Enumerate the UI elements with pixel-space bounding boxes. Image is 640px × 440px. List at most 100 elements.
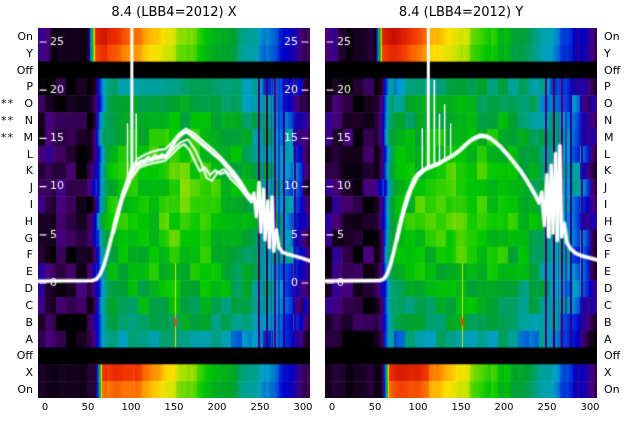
row-label: Y [601, 45, 639, 62]
x-tick-label: 300 [293, 402, 313, 413]
row-label: E [0, 263, 36, 280]
row-label-text: N [604, 113, 613, 127]
panel-title-x: 8.4 (LBB4=2012) X [111, 5, 237, 20]
row-label-text: K [604, 164, 612, 178]
row-label-text: E [604, 265, 611, 279]
row-label: A [601, 331, 639, 348]
star-marker: ** [1, 113, 14, 127]
row-label: C [0, 297, 36, 314]
row-labels-right: On Y Off P O N M L K J I H G F E D C B A Off X On [601, 28, 639, 398]
row-label: A [0, 331, 36, 348]
x-tick-label: 150 [451, 402, 471, 413]
row-label-text: A [604, 332, 612, 346]
row-label: ** M [0, 129, 36, 146]
x-axis-left-panel: 0 50 100 150 200 250 300 [38, 402, 313, 418]
x-tick-label: 100 [408, 402, 428, 413]
row-label-text: P [604, 80, 611, 94]
row-label: On [0, 28, 36, 45]
row-label-text: M [23, 130, 34, 144]
row-label-text: E [26, 265, 33, 279]
row-label: O [601, 95, 639, 112]
row-label-text: H [24, 214, 33, 228]
row-label: G [601, 230, 639, 247]
row-label-text: Off [604, 63, 621, 77]
x-tick-label: 200 [207, 402, 227, 413]
row-label: H [601, 213, 639, 230]
row-label: On [601, 381, 639, 398]
heatmap-canvas-y [325, 28, 597, 398]
row-label: X [601, 364, 639, 381]
star-marker: ** [1, 97, 14, 111]
row-label-text: Off [16, 349, 33, 363]
row-label: C [601, 297, 639, 314]
row-label-text: L [604, 147, 611, 161]
row-label: Off [601, 347, 639, 364]
x-tick-label: 100 [121, 402, 141, 413]
row-label: P [0, 78, 36, 95]
panel-title-y: 8.4 (LBB4=2012) Y [398, 5, 524, 20]
row-label-text: I [29, 198, 33, 212]
row-label: J [0, 179, 36, 196]
row-label: Off [601, 62, 639, 79]
x-tick-label: 0 [41, 402, 49, 413]
row-label-text: A [25, 332, 33, 346]
row-label: K [601, 163, 639, 180]
row-label: M [601, 129, 639, 146]
row-label-text: Y [26, 46, 33, 60]
row-label: F [601, 247, 639, 264]
row-label: Y [0, 45, 36, 62]
x-tick-label: 150 [164, 402, 184, 413]
row-label: L [0, 146, 36, 163]
row-label-text: C [604, 298, 612, 312]
row-label: On [601, 28, 639, 45]
x-tick-label: 300 [580, 402, 600, 413]
row-label: G [0, 230, 36, 247]
row-label-text: D [24, 282, 33, 296]
x-tick-label: 0 [328, 402, 336, 413]
row-label-text: Off [604, 349, 621, 363]
row-label-text: F [26, 248, 33, 262]
row-label-text: K [25, 164, 33, 178]
row-label-text: J [604, 181, 608, 195]
row-label: ** N [0, 112, 36, 129]
x-tick-label: 250 [250, 402, 270, 413]
x-axis-right-panel: 0 50 100 150 200 250 300 [325, 402, 600, 418]
row-label-text: G [604, 231, 613, 245]
row-label-text: B [25, 315, 33, 329]
row-label-text: N [24, 113, 33, 127]
row-label-text: G [24, 231, 33, 245]
row-label-text: P [26, 80, 33, 94]
row-label-text: F [604, 248, 611, 262]
row-label-text: H [604, 214, 613, 228]
row-label-text: X [604, 366, 612, 380]
x-tick-label: 50 [368, 402, 382, 413]
row-label-text: O [604, 97, 613, 111]
row-label-text: On [604, 29, 620, 43]
row-label: P [601, 78, 639, 95]
row-label-text: O [24, 97, 33, 111]
row-label: Off [0, 62, 36, 79]
x-tick-label: 200 [494, 402, 514, 413]
row-label-text: C [25, 298, 33, 312]
row-labels-left: On Y Off P ** O ** N ** M L K J I H G F E D C B A Off X On [0, 28, 36, 398]
heatmap-canvas-x [38, 28, 310, 398]
row-label: E [601, 263, 639, 280]
row-label-text: X [25, 366, 33, 380]
row-label-text: On [17, 382, 33, 396]
row-label: D [601, 280, 639, 297]
row-label: F [0, 247, 36, 264]
row-label: B [0, 314, 36, 331]
row-label-text: On [604, 382, 620, 396]
row-label-text: On [17, 29, 33, 43]
row-label-text: J [29, 181, 33, 195]
row-label: ** O [0, 95, 36, 112]
row-label: D [0, 280, 36, 297]
star-marker: ** [1, 130, 14, 144]
row-label: J [601, 179, 639, 196]
row-label: L [601, 146, 639, 163]
row-label: H [0, 213, 36, 230]
row-label-text: D [604, 282, 613, 296]
row-label-text: I [604, 198, 608, 212]
row-label-text: M [604, 130, 614, 144]
